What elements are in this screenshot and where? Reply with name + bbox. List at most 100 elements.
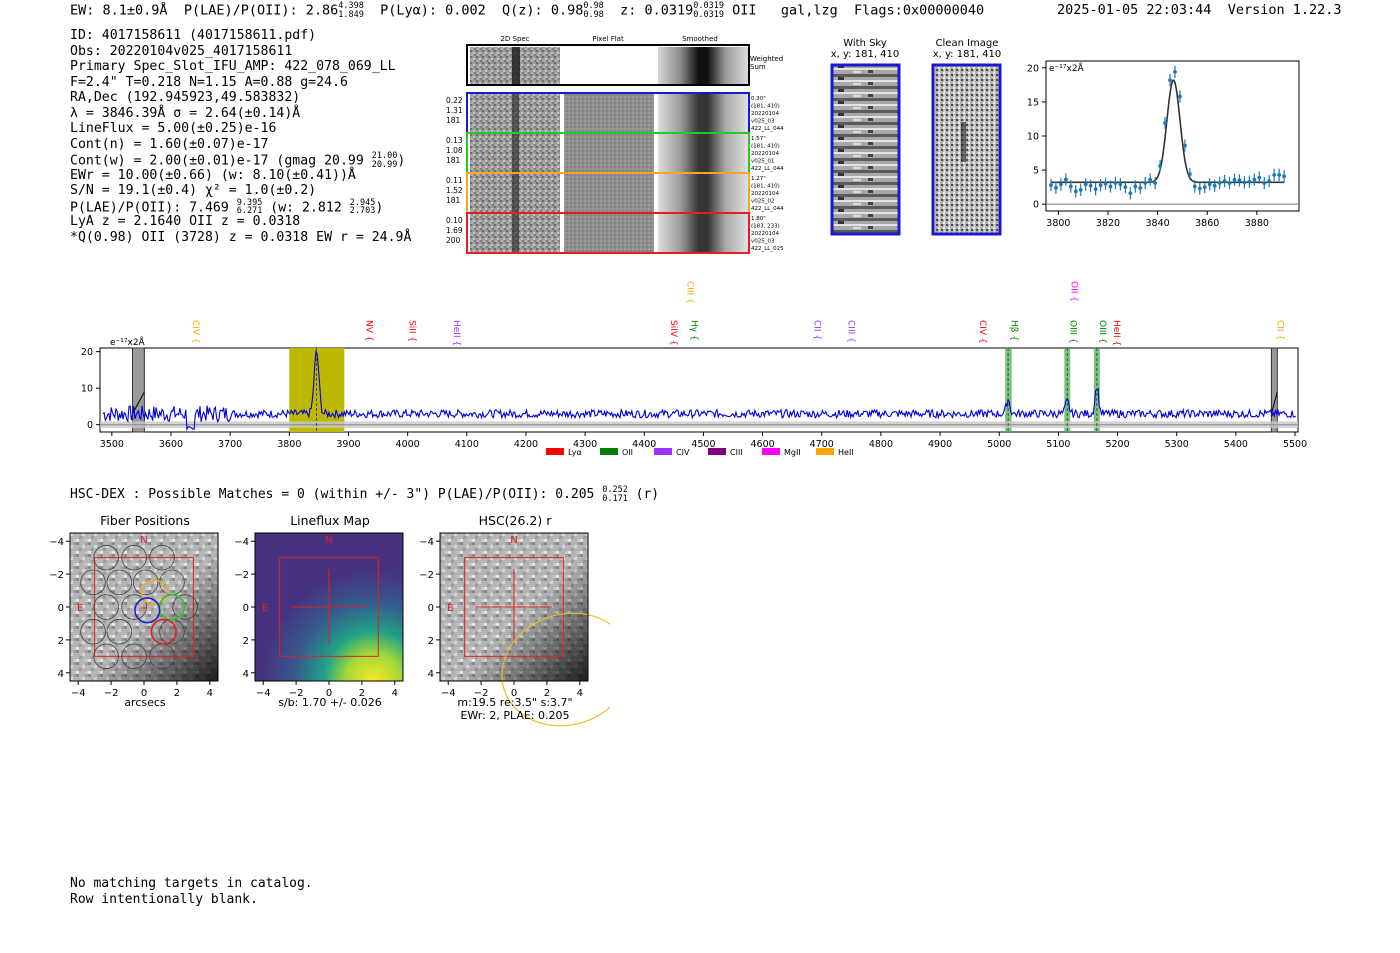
map-ytick-label: −2 [234, 570, 249, 581]
fiber-circle [80, 569, 106, 596]
cutout-right-label: v025_03 [751, 119, 775, 125]
cutout-left-label: 181 [446, 196, 461, 205]
header-plae-frac: 4.398 1.849 [338, 1, 364, 20]
fiber-circle [132, 569, 159, 596]
center-marker: + [140, 603, 148, 614]
cutout-right-label: 422_LL_044 [751, 206, 784, 212]
zoom-data-point [1173, 70, 1177, 74]
spectrum-xtick-label: 3500 [100, 439, 124, 450]
map-ytick-label: −4 [419, 537, 434, 548]
zoom-data-point [1277, 172, 1282, 177]
zoom-data-point [1143, 181, 1148, 185]
zoom-chart-frame [1045, 60, 1300, 212]
zoom-chart-ylabel: e⁻¹⁷x2Å [1049, 62, 1085, 74]
fiber-circle [172, 594, 198, 620]
lineflux-xlabel: s/b: 1.70 +/- 0.026 [278, 696, 382, 709]
map-ytick-label: 0 [58, 603, 64, 614]
zoom-data-point [1183, 143, 1187, 148]
zoom-data-point [1168, 78, 1172, 82]
zoom-data-point [1242, 180, 1247, 185]
zoom-data-point [1068, 184, 1073, 189]
cutout-left-label: 0.13 [446, 136, 463, 145]
map-ytick-label: −4 [234, 537, 249, 548]
cutout-row-border [466, 212, 750, 254]
map-xtick-label: 0 [326, 688, 332, 699]
header-z-frac: 0.0319 0.0319 [693, 1, 724, 20]
cutout-right-label: 422_LL_025 [751, 246, 784, 252]
clean-image-title: Clean Image x, y: 181, 410 [932, 38, 1002, 60]
line-label: NV { [363, 320, 373, 341]
cutout-right-label: 422_LL_044 [751, 126, 784, 132]
cutout-right-label: v025_01 [751, 159, 775, 165]
zoom-data-point [1148, 177, 1153, 182]
map-ytick-label: 2 [428, 636, 434, 647]
header-qz: Q(z): 0.98 [502, 2, 584, 19]
hsc-galaxy-ellipse [501, 612, 610, 727]
cutout-right-label: (181, 410) [751, 144, 780, 150]
hsc-image-title: HSC(26.2) r [478, 513, 552, 528]
fiber-circle [106, 569, 133, 596]
map-ytick-label: −4 [49, 537, 64, 548]
cutout-left-label: 1.08 [446, 146, 463, 155]
spectrum-ytick-label: 20 [81, 347, 93, 358]
north-label: N [140, 535, 147, 546]
zoom-data-point [1267, 179, 1272, 183]
spectrum-ytick-label: 0 [87, 420, 93, 431]
weighted-sum-label-2: Sum [750, 63, 766, 71]
legend-label: Lyα [568, 448, 582, 457]
spectrum-xtick-label: 4100 [455, 439, 479, 450]
clean-image [931, 63, 1002, 236]
cutout-right-label: 20220104 [751, 151, 779, 157]
catalog-message-line2: Row intentionally blank. [70, 891, 258, 907]
north-label: N [325, 535, 332, 546]
zoom-xtick-label: 3800 [1046, 218, 1070, 229]
map-ytick-label: 2 [243, 636, 249, 647]
map-ytick-label: 0 [243, 603, 249, 614]
map-xtick-label: 2 [544, 688, 550, 699]
spectrum-xtick-label: 3900 [336, 439, 360, 450]
info-contn: Cont(n) = 1.60(±0.07)e-17 [70, 136, 269, 152]
map-panel-hsc: N E −4 4 −2 2 0 0 2 −2 4 −4 [419, 532, 610, 727]
cutout-right-label: 0.30" [751, 96, 766, 102]
zoom-data-point [1118, 182, 1123, 187]
map-xtick-label: −4 [256, 688, 271, 699]
zoom-xtick-label: 3820 [1096, 218, 1120, 229]
cutout-left-label: 200 [446, 236, 461, 245]
line-label: OIII { [1097, 320, 1107, 344]
zoom-data-point [1138, 185, 1143, 190]
east-label: E [447, 603, 453, 614]
line-label: CIV { [190, 320, 200, 344]
map-ytick-label: 4 [243, 669, 249, 680]
legend-swatch [654, 448, 672, 455]
map-xtick-label: −4 [441, 688, 456, 699]
header-plae: P(LAE)/P(OII): 2.86 [183, 2, 339, 19]
zoom-data-point [1202, 185, 1207, 190]
map-xtick-label: −4 [71, 688, 86, 699]
weighted-sum-label-1: Weighted [750, 55, 783, 63]
legend-swatch [546, 448, 564, 455]
col-title-pixelflat: Pixel Flat [592, 35, 624, 43]
fiber-circle [93, 544, 119, 571]
zoom-data-point [1078, 187, 1083, 192]
with-sky-title: With Sky x, y: 181, 410 [830, 38, 900, 60]
fiber-circle [121, 544, 147, 571]
zoom-ytick-label: 0 [1033, 200, 1039, 211]
zoom-data-point [1187, 172, 1192, 177]
spectrum-ylabel: e⁻¹⁷x2Å [110, 336, 146, 348]
map-ytick-label: 2 [58, 636, 64, 647]
zoom-data-point [1113, 181, 1118, 185]
map-ytick-label: 0 [428, 603, 434, 614]
spectrum-xtick-label: 4700 [810, 439, 834, 450]
zoom-data-point [1073, 189, 1078, 194]
map-panel-lineflux: N E −4 4 −2 2 0 0 2 −2 4 −4 [234, 532, 404, 699]
header-right: 2025-01-05 22:03:44 Version 1.22.3 [1057, 2, 1342, 18]
map-ytick-label: −2 [419, 570, 434, 581]
cutout-left-label: 1.31 [446, 106, 463, 115]
map-xtick-label: 2 [359, 688, 365, 699]
cutout-right-label: (181, 410) [751, 184, 780, 190]
header-flags: Flags:0x00000040 [854, 2, 985, 19]
zoom-data-point [1098, 183, 1103, 187]
legend-swatch [600, 448, 618, 455]
